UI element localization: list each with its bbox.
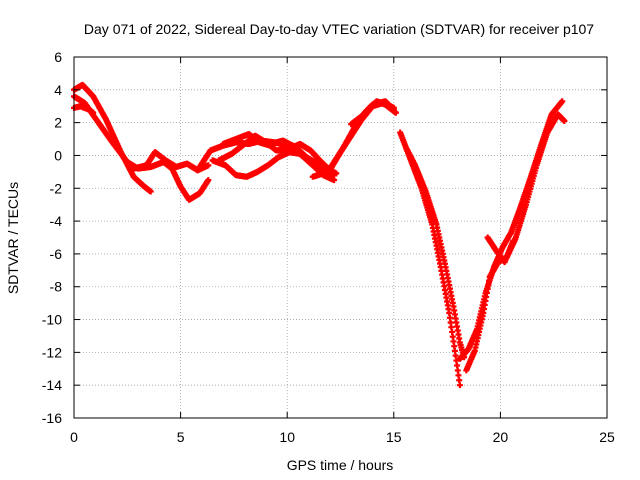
data-point [390, 106, 397, 113]
y-tick-label: -10 [42, 312, 62, 328]
x-axis-label: GPS time / hours [287, 457, 394, 473]
data-point [392, 109, 399, 116]
data-point [456, 382, 463, 389]
y-tick-label: 0 [54, 147, 62, 163]
data-point [559, 98, 566, 105]
plot-frame [73, 56, 608, 419]
chart-title: Day 071 of 2022, Sidereal Day-to-day VTE… [84, 21, 594, 37]
y-tick-label: -16 [42, 410, 62, 426]
data-point [510, 237, 517, 244]
y-tick-label: -2 [50, 180, 63, 196]
y-tick-label: 6 [54, 49, 62, 65]
data-points [71, 81, 568, 389]
series-track-9 [267, 137, 338, 179]
data-point [331, 172, 338, 179]
y-tick-label: -6 [50, 246, 63, 262]
x-tick-label: 5 [177, 429, 185, 445]
y-tick-label: -8 [50, 279, 63, 295]
data-point [90, 109, 97, 116]
y-tick-label: -4 [50, 213, 63, 229]
data-point [205, 177, 212, 184]
data-point [205, 162, 212, 169]
x-tick-label: 0 [70, 429, 78, 445]
y-tick-label: -12 [42, 344, 62, 360]
series-track-4 [130, 149, 212, 174]
x-tick-label: 15 [386, 429, 402, 445]
y-tick-label: -14 [42, 377, 62, 393]
y-tick-label: 2 [54, 115, 62, 131]
x-tick-label: 10 [279, 429, 295, 445]
series-track-12 [348, 98, 397, 128]
x-tick-label: 20 [493, 429, 509, 445]
series-track-17 [484, 234, 517, 266]
data-point [561, 117, 568, 124]
series-track-8 [220, 131, 274, 149]
data-point [147, 188, 154, 195]
axis-ticks: 0 5 10 15 20 25 -16 -14 -12 -10 -8 -6 -4 -2 0 2 4 6 [42, 49, 615, 445]
y-tick-label: 4 [54, 82, 62, 98]
y-axis-label: SDTVAR / TECUs [5, 182, 21, 294]
x-tick-label: 25 [599, 429, 615, 445]
